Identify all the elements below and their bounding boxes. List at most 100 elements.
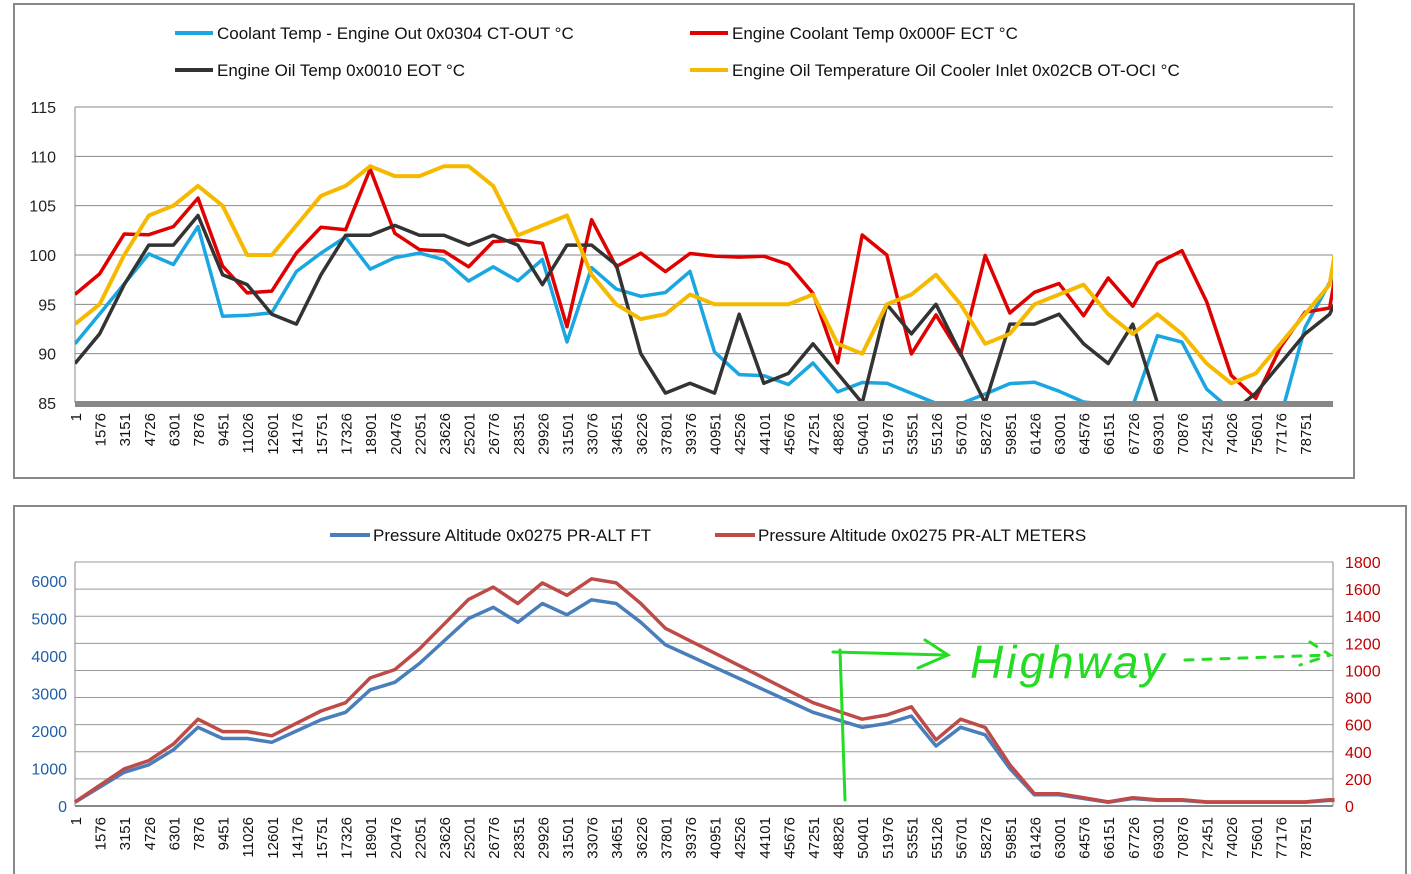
x-tick-label: 74026 — [1224, 413, 1241, 455]
x-tick-label: 78751 — [1298, 413, 1315, 455]
series-line-4 — [75, 164, 1333, 386]
x-tick-label: 18901 — [363, 817, 380, 859]
y-right-tick-label: 200 — [1345, 772, 1372, 789]
x-tick-label: 55126 — [929, 817, 946, 859]
x-tick-label: 37801 — [658, 413, 675, 455]
y-left-tick-label: 1000 — [31, 762, 67, 779]
x-tick-label: 7876 — [191, 413, 208, 446]
x-tick-label: 72451 — [1200, 413, 1217, 455]
x-tick-label: 53551 — [904, 413, 921, 455]
x-tick-label: 78751 — [1298, 817, 1315, 859]
x-tick-label: 42526 — [732, 817, 749, 859]
x-tick-label: 14176 — [289, 413, 306, 455]
x-tick-label: 61426 — [1027, 413, 1044, 455]
x-tick-label: 44101 — [757, 817, 774, 859]
x-axis — [75, 401, 1333, 407]
y-left-tick-label: 3000 — [31, 687, 67, 704]
x-tick-label: 59851 — [1003, 413, 1020, 455]
y-left-tick-label: 2000 — [31, 724, 67, 741]
legend-label: Engine Oil Temperature Oil Cooler Inlet … — [732, 61, 1180, 80]
legend-label: Pressure Altitude 0x0275 PR-ALT METERS — [758, 526, 1086, 545]
x-tick-label: 15751 — [314, 413, 331, 455]
x-tick-label: 48826 — [831, 413, 848, 455]
highway-dashed-arrow — [1183, 640, 1334, 667]
y-right-tick-label: 1000 — [1345, 663, 1381, 680]
x-tick-label: 67726 — [1126, 413, 1143, 455]
x-tick-label: 28351 — [511, 817, 528, 859]
x-tick-label: 64576 — [1077, 817, 1094, 859]
x-tick-label: 37801 — [658, 817, 675, 859]
x-tick-label: 75601 — [1249, 817, 1266, 859]
x-tick-label: 28351 — [511, 413, 528, 455]
x-tick-label: 29926 — [535, 413, 552, 455]
x-tick-label: 48826 — [831, 817, 848, 859]
x-tick-label: 44101 — [757, 413, 774, 455]
y-tick-label: 105 — [29, 199, 56, 216]
x-tick-label: 45676 — [781, 413, 798, 455]
series-line-2 — [74, 577, 1335, 804]
highway-annotation: Highway — [970, 636, 1167, 688]
x-tick-label: 77176 — [1273, 817, 1290, 859]
x-tick-label: 29926 — [535, 817, 552, 859]
x-tick-label: 12601 — [265, 413, 282, 455]
x-tick-label: 61426 — [1027, 817, 1044, 859]
x-tick-label: 63001 — [1052, 413, 1069, 455]
y-tick-label: 90 — [38, 347, 56, 364]
y-right-tick-label: 1600 — [1345, 582, 1381, 599]
x-tick-label: 56701 — [954, 413, 971, 455]
highway-arrow — [831, 638, 952, 802]
x-tick-label: 59851 — [1003, 817, 1020, 859]
x-tick-label: 7876 — [191, 817, 208, 850]
x-tick-label: 12601 — [265, 817, 282, 859]
x-tick-label: 72451 — [1200, 817, 1217, 859]
y-tick-label: 85 — [38, 396, 56, 413]
legend-label: Engine Coolant Temp 0x000F ECT °C — [732, 24, 1018, 43]
x-tick-label: 18901 — [363, 413, 380, 455]
legend-label: Engine Oil Temp 0x0010 EOT °C — [217, 61, 465, 80]
x-tick-label: 56701 — [954, 817, 971, 859]
x-tick-label: 33076 — [585, 413, 602, 455]
x-tick-label: 23626 — [437, 817, 454, 859]
x-tick-label: 69301 — [1150, 413, 1167, 455]
x-tick-label: 25201 — [462, 413, 479, 455]
legend-label: Coolant Temp - Engine Out 0x0304 CT-OUT … — [217, 24, 574, 43]
y-right-tick-label: 0 — [1345, 799, 1354, 816]
x-tick-label: 9451 — [216, 817, 233, 850]
x-tick-label: 77176 — [1273, 413, 1290, 455]
x-tick-label: 9451 — [216, 413, 233, 446]
x-tick-label: 40951 — [708, 817, 725, 859]
x-tick-label: 22051 — [412, 817, 429, 859]
x-tick-label: 55126 — [929, 413, 946, 455]
y-right-tick-label: 1800 — [1345, 555, 1381, 572]
x-tick-label: 66151 — [1101, 413, 1118, 455]
x-tick-label: 58276 — [978, 817, 995, 859]
series-line-1 — [75, 224, 1333, 403]
x-tick-label: 22051 — [412, 413, 429, 455]
legend-label: Pressure Altitude 0x0275 PR-ALT FT — [373, 526, 651, 545]
x-tick-label: 23626 — [437, 413, 454, 455]
x-tick-label: 45676 — [781, 817, 798, 859]
x-tick-label: 42526 — [732, 413, 749, 455]
x-tick-label: 3151 — [117, 817, 134, 850]
x-tick-label: 69301 — [1150, 817, 1167, 859]
y-tick-label: 110 — [30, 149, 56, 166]
y-right-tick-label: 600 — [1345, 718, 1372, 735]
x-tick-label: 15751 — [314, 817, 331, 859]
x-tick-label: 67726 — [1126, 817, 1143, 859]
x-tick-label: 11026 — [240, 413, 257, 454]
x-tick-label: 66151 — [1101, 817, 1118, 859]
x-tick-label: 1576 — [93, 817, 110, 850]
x-tick-label: 74026 — [1224, 817, 1241, 859]
y-left-tick-label: 0 — [58, 799, 67, 816]
x-tick-label: 70876 — [1175, 817, 1192, 859]
chart-2-frame — [13, 505, 1407, 874]
x-tick-label: 25201 — [462, 817, 479, 859]
y-right-tick-label: 1400 — [1345, 609, 1381, 626]
x-tick-label: 64576 — [1077, 413, 1094, 455]
x-tick-label: 26776 — [486, 413, 503, 455]
y-tick-label: 100 — [29, 248, 56, 265]
x-tick-label: 1576 — [93, 413, 110, 446]
y-right-tick-label: 800 — [1345, 691, 1372, 708]
x-tick-label: 51976 — [880, 413, 897, 455]
